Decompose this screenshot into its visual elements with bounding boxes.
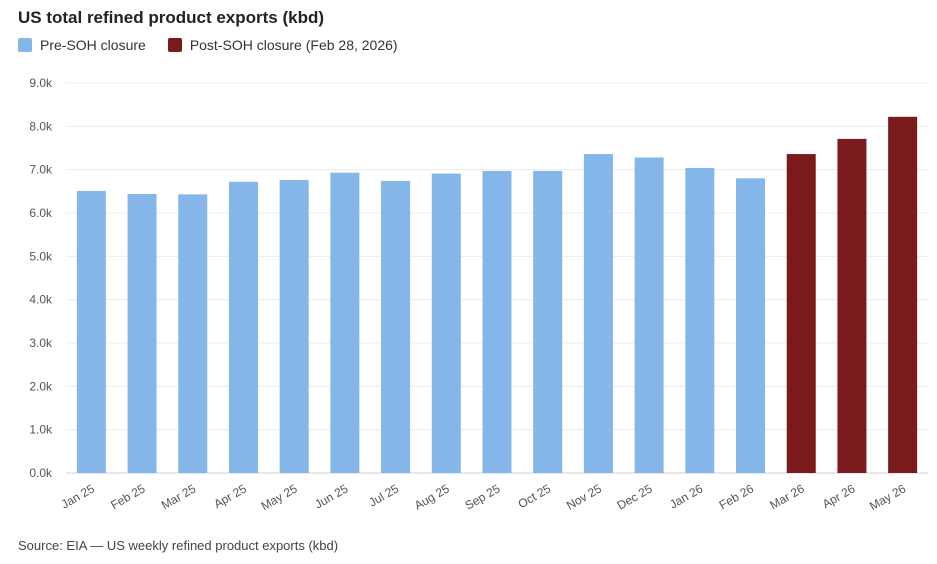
x-tick-label: Jun 25 (312, 481, 350, 511)
x-tick-label: May 26 (867, 481, 908, 513)
y-tick-label: 9.0k (29, 76, 53, 90)
y-tick-label: 7.0k (29, 163, 53, 177)
y-tick-label: 6.0k (29, 206, 53, 220)
bars (76, 116, 918, 474)
legend-swatch-post (167, 38, 182, 52)
x-tick-label: Mar 25 (159, 481, 199, 512)
x-axis: Jan 25 Feb 25 Mar 25 Apr 25 May 25 Jun 25 Jul … (59, 481, 909, 513)
bar[interactable] (381, 180, 411, 473)
bar[interactable] (178, 194, 208, 473)
x-tick-label: Jan 26 (667, 481, 705, 511)
y-tick-label: 3.0k (29, 336, 53, 350)
x-tick-label: Aug 25 (412, 481, 452, 512)
bar[interactable] (685, 167, 715, 473)
bar[interactable] (228, 181, 258, 474)
x-tick-label: Jul 25 (366, 481, 401, 509)
source-note: Source: EIA — US weekly refined product … (18, 538, 339, 553)
bar[interactable] (127, 193, 157, 473)
legend: Pre-SOH closure Post-SOH closure (Feb 28… (18, 37, 398, 53)
legend-label-pre: Pre-SOH closure (40, 37, 146, 53)
x-tick-label: Nov 25 (564, 481, 604, 512)
bar[interactable] (736, 178, 766, 474)
y-tick-label: 2.0k (29, 379, 53, 393)
legend-item-pre[interactable]: Pre-SOH closure (18, 37, 146, 53)
x-tick-label: Feb 25 (108, 481, 148, 512)
bar[interactable] (330, 172, 360, 473)
legend-label-post: Post-SOH closure (Feb 28, 2026) (189, 37, 398, 53)
y-tick-label: 4.0k (29, 293, 53, 307)
x-tick-label: Dec 25 (615, 481, 655, 512)
legend-item-post[interactable]: Post-SOH closure (Feb 28, 2026) (167, 37, 398, 53)
bar[interactable] (888, 116, 918, 474)
chart-title: US total refined product exports (kbd) (18, 8, 325, 27)
y-tick-label: 1.0k (29, 423, 53, 437)
bar[interactable] (634, 157, 664, 474)
legend-swatch-pre (18, 38, 32, 52)
x-tick-label: Apr 25 (211, 481, 249, 511)
bar[interactable] (482, 170, 512, 473)
bar[interactable] (279, 180, 309, 474)
x-tick-label: Jan 25 (59, 481, 97, 511)
bar[interactable] (837, 138, 867, 473)
x-tick-label: Oct 25 (516, 481, 554, 511)
y-axis: 0.0k 1.0k 2.0k 3.0k 4.0k 5.0k 6.0k 7.0k 8.0k 9.0k (29, 76, 53, 480)
bar[interactable] (786, 154, 816, 474)
x-tick-label: Sep 25 (463, 481, 503, 512)
y-tick-label: 5.0k (29, 249, 53, 263)
x-tick-label: May 25 (259, 481, 300, 513)
bar[interactable] (583, 154, 613, 474)
y-tick-label: 8.0k (29, 119, 53, 133)
bar[interactable] (533, 170, 563, 473)
bar[interactable] (431, 173, 461, 474)
x-tick-label: Mar 26 (767, 481, 807, 512)
x-tick-label: Apr 26 (820, 481, 858, 511)
bar[interactable] (76, 190, 106, 473)
x-tick-label: Feb 26 (717, 481, 757, 512)
y-tick-label: 0.0k (29, 466, 53, 480)
